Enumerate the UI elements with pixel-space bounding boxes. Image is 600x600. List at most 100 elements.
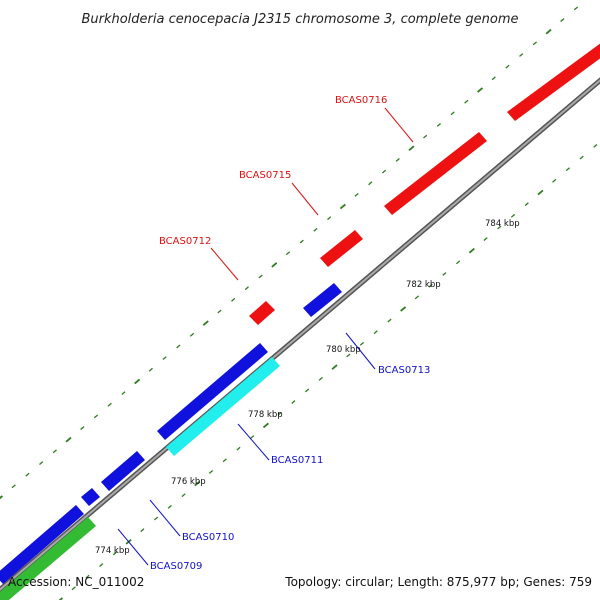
scale-tick — [560, 18, 565, 22]
leader-line-bcas0711 — [237, 423, 270, 461]
scale-tick — [423, 134, 428, 139]
scale-tick — [258, 274, 263, 279]
scale-tick — [271, 262, 278, 268]
scale-tick — [464, 99, 469, 104]
scale-tick — [414, 295, 420, 300]
scale-tick — [231, 297, 236, 302]
scale-tick — [25, 472, 30, 477]
scale-tick — [112, 551, 118, 556]
leader-line-bcas0716 — [384, 107, 414, 143]
scale-tick — [107, 402, 112, 407]
scale-tick — [519, 53, 524, 57]
scale-tick — [545, 28, 552, 35]
scale-tick — [579, 155, 584, 160]
gene-label-bcas0711[interactable]: BCAS0711 — [271, 455, 323, 466]
topology-summary-text: Topology: circular; Length: 875,977 bp; … — [284, 575, 592, 589]
scale-tick — [331, 364, 338, 370]
scale-tick — [304, 388, 310, 393]
scale-label-776kbp: 776 kbp — [171, 477, 206, 487]
scale-tick — [71, 586, 76, 591]
scale-tick — [291, 400, 296, 404]
scale-tick — [217, 309, 222, 314]
gene-arrow-bcas0710-part-1[interactable] — [81, 488, 100, 506]
scale-tick — [39, 461, 44, 465]
scale-tick — [455, 260, 461, 265]
scale-tick — [387, 318, 392, 323]
leader-line-bcas0710 — [149, 499, 181, 537]
scale-tick — [65, 436, 72, 443]
scale-tick — [537, 189, 544, 196]
scale-tick — [222, 458, 227, 463]
leader-line-bcas0712 — [210, 247, 239, 281]
scale-tick — [381, 169, 387, 174]
scale-tick — [140, 528, 145, 533]
scale-tick — [491, 76, 496, 81]
scale-label-780kbp: 780 kbp — [326, 345, 361, 355]
cyan-feature-bar[interactable] — [166, 357, 280, 456]
leader-line-bcas0715 — [291, 182, 319, 216]
gene-arrow-bcas0715[interactable] — [320, 230, 363, 267]
scale-tick — [395, 158, 400, 162]
scale-tick — [408, 145, 415, 151]
scale-tick — [250, 435, 255, 439]
scale-tick — [262, 422, 269, 429]
leader-line-bcas0709 — [117, 528, 149, 566]
scale-tick — [505, 64, 510, 69]
scale-tick — [339, 203, 346, 210]
gene-arrow-bcas0711[interactable] — [157, 343, 268, 440]
scale-tick — [93, 414, 99, 419]
chromosome-backbone-highlight — [0, 79, 600, 591]
scale-tick — [148, 367, 153, 372]
scale-tick — [167, 504, 172, 509]
gene-label-bcas0713[interactable]: BCAS0713 — [378, 365, 430, 376]
scale-tick — [52, 449, 57, 454]
scale-tick — [244, 286, 249, 291]
scale-tick — [552, 178, 557, 183]
scale-label-782kbp: 782 kbp — [406, 280, 441, 290]
scale-tick — [477, 87, 484, 93]
leader-line-bcas0713 — [345, 332, 376, 370]
gene-label-bcas0715[interactable]: BCAS0715 — [239, 170, 291, 181]
scale-tick — [368, 181, 373, 186]
scale-tick — [80, 426, 85, 430]
scale-tick — [202, 320, 209, 326]
scale-tick — [85, 574, 90, 579]
scale-tick — [299, 239, 304, 244]
scale-tick — [400, 306, 407, 312]
scale-tick — [573, 6, 579, 11]
gene-arrow-bcas0709[interactable] — [0, 505, 84, 584]
gene-label-bcas0716[interactable]: BCAS0716 — [335, 95, 387, 106]
scale-tick — [121, 391, 126, 395]
scale-label-784kbp: 784 kbp — [485, 219, 520, 229]
scale-tick — [285, 251, 291, 256]
scale-tick — [277, 411, 282, 416]
gene-label-bcas0712[interactable]: BCAS0712 — [159, 236, 211, 247]
accession-text: Accession: NC_011002 — [8, 575, 144, 589]
scale-tick — [468, 247, 475, 254]
outer-tick-track — [0, 6, 579, 500]
scale-tick — [346, 353, 351, 358]
green-feature-bar[interactable] — [0, 517, 96, 600]
scale-tick — [176, 344, 181, 349]
scale-label-774kbp: 774 kbp — [95, 546, 130, 556]
gene-arrow-bcas0716-part-1[interactable] — [384, 132, 487, 215]
scale-tick — [11, 484, 16, 489]
scale-tick — [318, 376, 323, 381]
gene-arrow-bcas0716-part-2[interactable] — [507, 40, 600, 121]
scale-tick — [208, 470, 214, 474]
map-title: Burkholderia cenocepacia J2315 chromosom… — [81, 12, 518, 27]
scale-tick — [373, 330, 378, 335]
gene-arrow-bcas0710-part-2[interactable] — [101, 451, 145, 491]
gene-arrow-bcas0713[interactable] — [303, 283, 342, 317]
scale-tick — [450, 111, 455, 116]
scale-tick — [593, 144, 598, 148]
scale-label-778kbp: 778 kbp — [248, 410, 283, 420]
gene-arrow-bcas0712[interactable] — [249, 301, 275, 325]
scale-tick — [428, 283, 433, 288]
gene-label-bcas0709[interactable]: BCAS0709 — [150, 561, 202, 572]
gene-label-bcas0710[interactable]: BCAS0710 — [182, 532, 234, 543]
scale-tick — [436, 123, 442, 127]
scale-tick — [134, 378, 141, 385]
scale-tick — [524, 202, 529, 207]
